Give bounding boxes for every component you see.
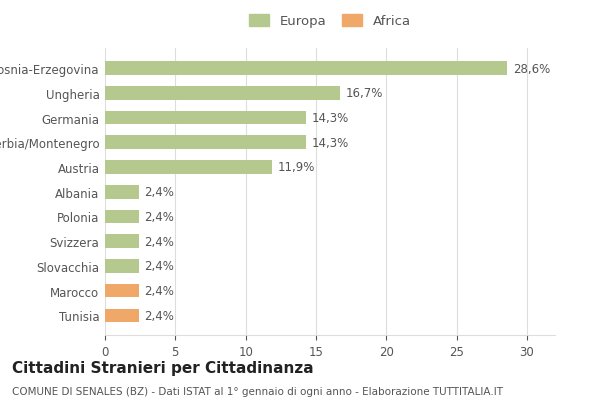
Bar xyxy=(105,161,272,174)
Legend: Europa, Africa: Europa, Africa xyxy=(245,11,415,32)
Bar xyxy=(105,235,139,248)
Text: Cittadini Stranieri per Cittadinanza: Cittadini Stranieri per Cittadinanza xyxy=(12,360,314,375)
Bar xyxy=(105,111,306,125)
Bar xyxy=(105,62,507,76)
Text: COMUNE DI SENALES (BZ) - Dati ISTAT al 1° gennaio di ogni anno - Elaborazione TU: COMUNE DI SENALES (BZ) - Dati ISTAT al 1… xyxy=(12,387,503,396)
Text: 16,7%: 16,7% xyxy=(346,87,383,100)
Bar xyxy=(105,309,139,322)
Text: 11,9%: 11,9% xyxy=(278,161,316,174)
Text: 14,3%: 14,3% xyxy=(312,137,349,149)
Text: 28,6%: 28,6% xyxy=(513,63,550,75)
Bar xyxy=(105,259,139,273)
Text: 2,4%: 2,4% xyxy=(145,235,174,248)
Text: 2,4%: 2,4% xyxy=(145,210,174,223)
Text: 2,4%: 2,4% xyxy=(145,309,174,322)
Bar xyxy=(105,210,139,224)
Bar xyxy=(105,87,340,100)
Text: 2,4%: 2,4% xyxy=(145,186,174,199)
Bar xyxy=(105,136,306,150)
Text: 14,3%: 14,3% xyxy=(312,112,349,125)
Text: 2,4%: 2,4% xyxy=(145,284,174,297)
Text: 2,4%: 2,4% xyxy=(145,260,174,273)
Bar xyxy=(105,284,139,298)
Bar xyxy=(105,185,139,199)
